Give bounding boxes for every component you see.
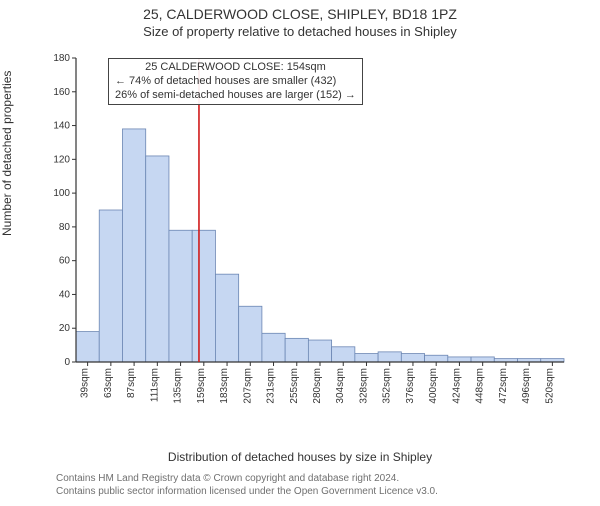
page-subtitle: Size of property relative to detached ho… — [0, 24, 600, 39]
svg-text:80: 80 — [59, 222, 71, 233]
footnote-line1: Contains HM Land Registry data © Crown c… — [56, 473, 438, 486]
x-tick-label: 207sqm — [242, 368, 253, 404]
x-tick-label: 63sqm — [103, 368, 114, 398]
x-tick-label: 39sqm — [80, 368, 91, 398]
svg-text:100: 100 — [53, 188, 70, 199]
x-tick-label: 280sqm — [312, 368, 323, 404]
page-title: 25, CALDERWOOD CLOSE, SHIPLEY, BD18 1PZ — [0, 6, 600, 22]
x-tick-label: 448sqm — [475, 368, 486, 404]
x-tick-label: 424sqm — [451, 368, 462, 404]
histogram-plot: 0 20 40 60 80 100 120 140 160 180 39sqm 63sqm 87sqm 1… — [48, 54, 568, 424]
svg-text:40: 40 — [59, 289, 71, 300]
x-tick-label: 472sqm — [498, 368, 509, 404]
svg-text:60: 60 — [59, 256, 71, 267]
x-tick-label: 111sqm — [149, 368, 160, 402]
x-tick-label: 376sqm — [405, 368, 416, 404]
svg-text:140: 140 — [53, 121, 70, 132]
x-tick-label: 496sqm — [521, 368, 532, 404]
x-tick-label: 183sqm — [219, 368, 230, 404]
svg-text:180: 180 — [53, 54, 70, 64]
annotation-line1: 25 CALDERWOOD CLOSE: 154sqm — [115, 61, 356, 75]
footnote-line2: Contains public sector information licen… — [56, 486, 438, 499]
x-tick-label: 352sqm — [382, 368, 393, 404]
annotation-line3: 26% of semi-detached houses are larger (… — [115, 89, 356, 103]
y-axis-label: Number of detached properties — [0, 71, 14, 236]
x-tick-label: 135sqm — [173, 368, 184, 404]
chart-area: 0 20 40 60 80 100 120 140 160 180 39sqm 63sqm 87sqm 1… — [48, 54, 568, 424]
x-tick-label: 255sqm — [289, 368, 300, 404]
footnote: Contains HM Land Registry data © Crown c… — [56, 473, 438, 498]
annotation-line2: ← 74% of detached houses are smaller (43… — [115, 75, 356, 89]
svg-text:120: 120 — [53, 154, 70, 165]
x-tick-label: 304sqm — [335, 368, 346, 404]
x-tick-label: 159sqm — [196, 368, 207, 404]
svg-text:0: 0 — [64, 357, 70, 368]
annotation-box: 25 CALDERWOOD CLOSE: 154sqm ← 74% of det… — [108, 58, 363, 105]
x-tick-label: 520sqm — [544, 368, 555, 404]
x-tick-label: 231sqm — [266, 368, 277, 404]
svg-text:20: 20 — [59, 323, 71, 334]
x-tick-label: 328sqm — [358, 368, 369, 404]
x-tick-label: 87sqm — [126, 368, 137, 398]
x-tick-label: 400sqm — [428, 368, 439, 404]
x-axis-label: Distribution of detached houses by size … — [0, 450, 600, 464]
svg-text:160: 160 — [53, 87, 70, 98]
